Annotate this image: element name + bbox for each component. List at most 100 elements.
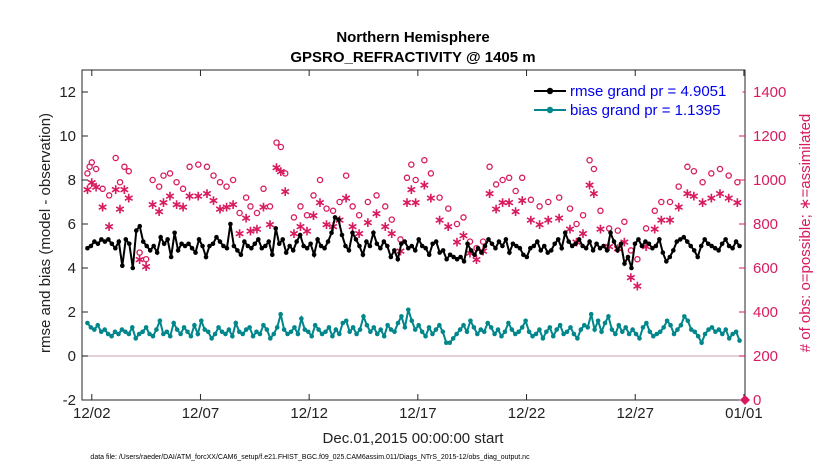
rmse-point — [569, 243, 575, 249]
bias-point — [257, 331, 263, 337]
obs-possible-point — [210, 172, 217, 179]
bias-point — [409, 318, 415, 324]
bias-point — [564, 329, 570, 335]
bias-point — [437, 322, 442, 328]
rmse-point — [531, 243, 537, 249]
obs-possible-point — [105, 192, 113, 199]
obs-assimilated-point: ∗ — [640, 239, 652, 255]
y-tick-label-right: 200 — [753, 348, 778, 365]
obs-assimilated-point: ∗ — [673, 199, 685, 215]
bias-point — [250, 333, 256, 339]
bias-point — [167, 333, 173, 339]
obs-possible-point — [381, 203, 389, 210]
bias-point — [123, 329, 128, 335]
rmse-point — [545, 250, 551, 255]
obs-assimilated-point: ∗ — [114, 202, 126, 218]
rmse-point — [294, 239, 299, 244]
bias-point — [109, 333, 114, 339]
rmse-point — [109, 241, 115, 247]
obs-possible-point — [566, 205, 574, 212]
bias-point — [209, 336, 214, 341]
bias-point — [340, 320, 346, 326]
obs-possible-point — [699, 178, 706, 186]
bias-point — [547, 325, 553, 330]
obs-assimilated-point: ∗ — [405, 182, 417, 198]
obs-possible-point — [499, 176, 506, 184]
obs-assimilated-point: ∗ — [110, 182, 122, 198]
bias-point — [268, 336, 273, 341]
bias-point — [285, 331, 290, 337]
rmse-point — [325, 239, 331, 244]
obs-assimilated-point: ∗ — [258, 199, 270, 215]
rmse-point — [374, 241, 380, 247]
rmse-point — [360, 252, 366, 258]
rmse-point — [541, 243, 547, 249]
obs-assimilated-point: ∗ — [97, 199, 109, 215]
rmse-point — [611, 239, 617, 244]
obs-assimilated-point: ∗ — [497, 195, 509, 211]
bias-point — [561, 331, 566, 337]
bias-point — [202, 327, 208, 332]
bias-point — [233, 320, 239, 326]
rmse-point — [583, 245, 589, 251]
rmse-point — [168, 254, 174, 260]
obs-assimilated-point: ∗ — [655, 213, 667, 229]
rmse-point — [493, 245, 498, 251]
rmse-point — [552, 241, 558, 247]
obs-assimilated-point: ∗ — [86, 175, 98, 191]
obs-assimilated-point: ∗ — [490, 202, 502, 218]
obs-possible-point — [725, 172, 732, 179]
obs-possible-point — [634, 255, 641, 263]
bias-point — [433, 327, 439, 332]
obs-possible-point — [453, 220, 461, 228]
bias-point — [288, 329, 294, 335]
obs-assimilated-point: ∗ — [192, 188, 204, 204]
rmse-point — [235, 248, 240, 253]
rmse-point — [120, 263, 125, 269]
rmse-point — [224, 245, 230, 251]
bias-point — [530, 333, 535, 339]
rmse-point — [419, 243, 425, 249]
bias-point — [723, 327, 729, 332]
bias-point — [219, 329, 225, 335]
obs-possible-point — [421, 156, 428, 164]
rmse-point — [144, 243, 150, 249]
bias-point — [423, 333, 428, 339]
rmse-point — [517, 245, 523, 251]
obs-possible-point — [512, 187, 519, 195]
bias-point — [637, 336, 642, 341]
rmse-point — [503, 237, 509, 242]
obs-assimilated-point: ∗ — [471, 252, 483, 268]
obs-assimilated-point: ∗ — [386, 226, 398, 242]
rmse-point — [587, 239, 592, 244]
rmse-point — [468, 248, 474, 253]
x-tick-label: 12/12 — [290, 405, 328, 422]
obs-assimilated-point: ∗ — [451, 235, 463, 251]
obs-assimilated-point: ∗ — [714, 186, 726, 202]
bias-point — [261, 322, 266, 328]
rmse-point — [308, 241, 313, 247]
rmse-point — [378, 245, 383, 251]
bias-series-line — [86, 309, 741, 346]
rmse-point — [318, 243, 324, 249]
x-tick-label: 12/27 — [616, 405, 654, 422]
obs-possible-point — [121, 163, 128, 171]
rmse-point — [196, 237, 202, 242]
rmse-point — [667, 254, 673, 260]
bias-point — [654, 331, 660, 337]
obs-assimilated-point: ∗ — [584, 177, 596, 193]
bias-point — [302, 327, 308, 332]
obs-assimilated-point: ∗ — [618, 235, 630, 251]
bias-point — [371, 325, 377, 330]
bias-point — [333, 327, 339, 332]
rmse-point — [475, 245, 481, 251]
rmse-point — [622, 261, 627, 266]
y-tick-label-left: 8 — [68, 172, 76, 189]
rmse-point — [137, 223, 143, 229]
bias-point — [623, 325, 629, 330]
rmse-point — [709, 243, 714, 249]
rmse-point — [454, 256, 460, 262]
bias-point — [688, 327, 694, 332]
obs-assimilated-point: ∗ — [577, 226, 589, 242]
obs-assimilated-point: ∗ — [214, 202, 226, 218]
